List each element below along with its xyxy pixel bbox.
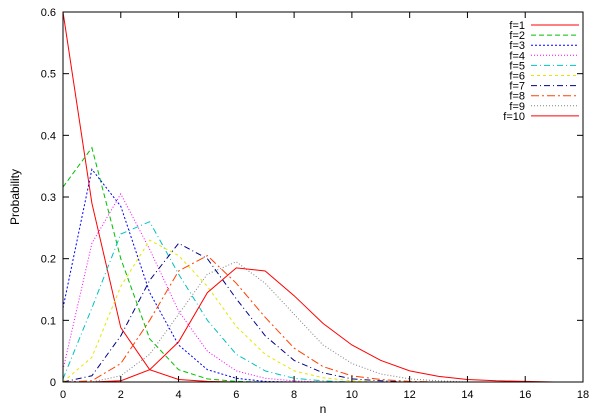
series-layer xyxy=(62,11,555,383)
series-line-f=6 xyxy=(62,239,555,383)
legend-label: f=5 xyxy=(509,60,525,72)
y-tick-label: 0.6 xyxy=(41,7,56,19)
x-tick-label: 10 xyxy=(346,389,358,401)
series-line-f=8 xyxy=(62,254,555,383)
x-tick-label: 16 xyxy=(519,389,531,401)
x-tick-label: 6 xyxy=(233,389,239,401)
legend-label: f=7 xyxy=(509,81,525,93)
series-line-f=9 xyxy=(63,261,555,383)
x-tick-label: 2 xyxy=(118,389,124,401)
legend-label: f=1 xyxy=(509,20,525,32)
legend-label: f=9 xyxy=(509,101,525,113)
x-tick-label: 4 xyxy=(175,389,181,401)
y-tick-label: 0.4 xyxy=(41,130,56,142)
legend-label: f=10 xyxy=(503,111,525,123)
y-tick-label: 0 xyxy=(50,377,56,389)
x-tick-label: 12 xyxy=(404,389,416,401)
y-tick-label: 0.2 xyxy=(41,254,56,266)
x-axis-title: n xyxy=(320,402,327,416)
y-axis-title: Probability xyxy=(8,169,22,225)
legend-label: f=3 xyxy=(509,40,525,52)
series-line-f=7 xyxy=(62,242,555,383)
series-line-f=2 xyxy=(62,146,555,383)
x-tick-label: 14 xyxy=(461,389,473,401)
y-tick-label: 0.3 xyxy=(41,192,56,204)
series-line-f=3 xyxy=(62,168,555,383)
y-tick-label: 0.1 xyxy=(41,315,56,327)
legend-label: f=8 xyxy=(509,91,525,103)
series-line-f=10 xyxy=(63,267,555,383)
plot-area: 0 2 4 6 8 10 12 14 16 18 0 0.1 0.2 0.3 0.4 0.5 0.6 xyxy=(41,7,589,401)
legend-label: f=2 xyxy=(509,30,525,42)
ticks-layer: 0 2 4 6 8 10 12 14 16 18 0 0.1 0.2 0.3 0.4 0.5 0.6 xyxy=(41,7,589,401)
legend: f=1f=2f=3f=4f=5f=6f=7f=8f=9f=10 xyxy=(503,20,579,123)
series-line-f=1 xyxy=(62,11,555,383)
legend-label: f=6 xyxy=(509,71,525,83)
legend-label: f=4 xyxy=(509,50,525,62)
series-line-f=4 xyxy=(62,192,555,383)
y-tick-label: 0.5 xyxy=(41,69,56,81)
x-tick-label: 8 xyxy=(291,389,297,401)
x-tick-label: 18 xyxy=(577,389,589,401)
plot-frame xyxy=(62,11,584,383)
x-tick-label: 0 xyxy=(60,389,66,401)
